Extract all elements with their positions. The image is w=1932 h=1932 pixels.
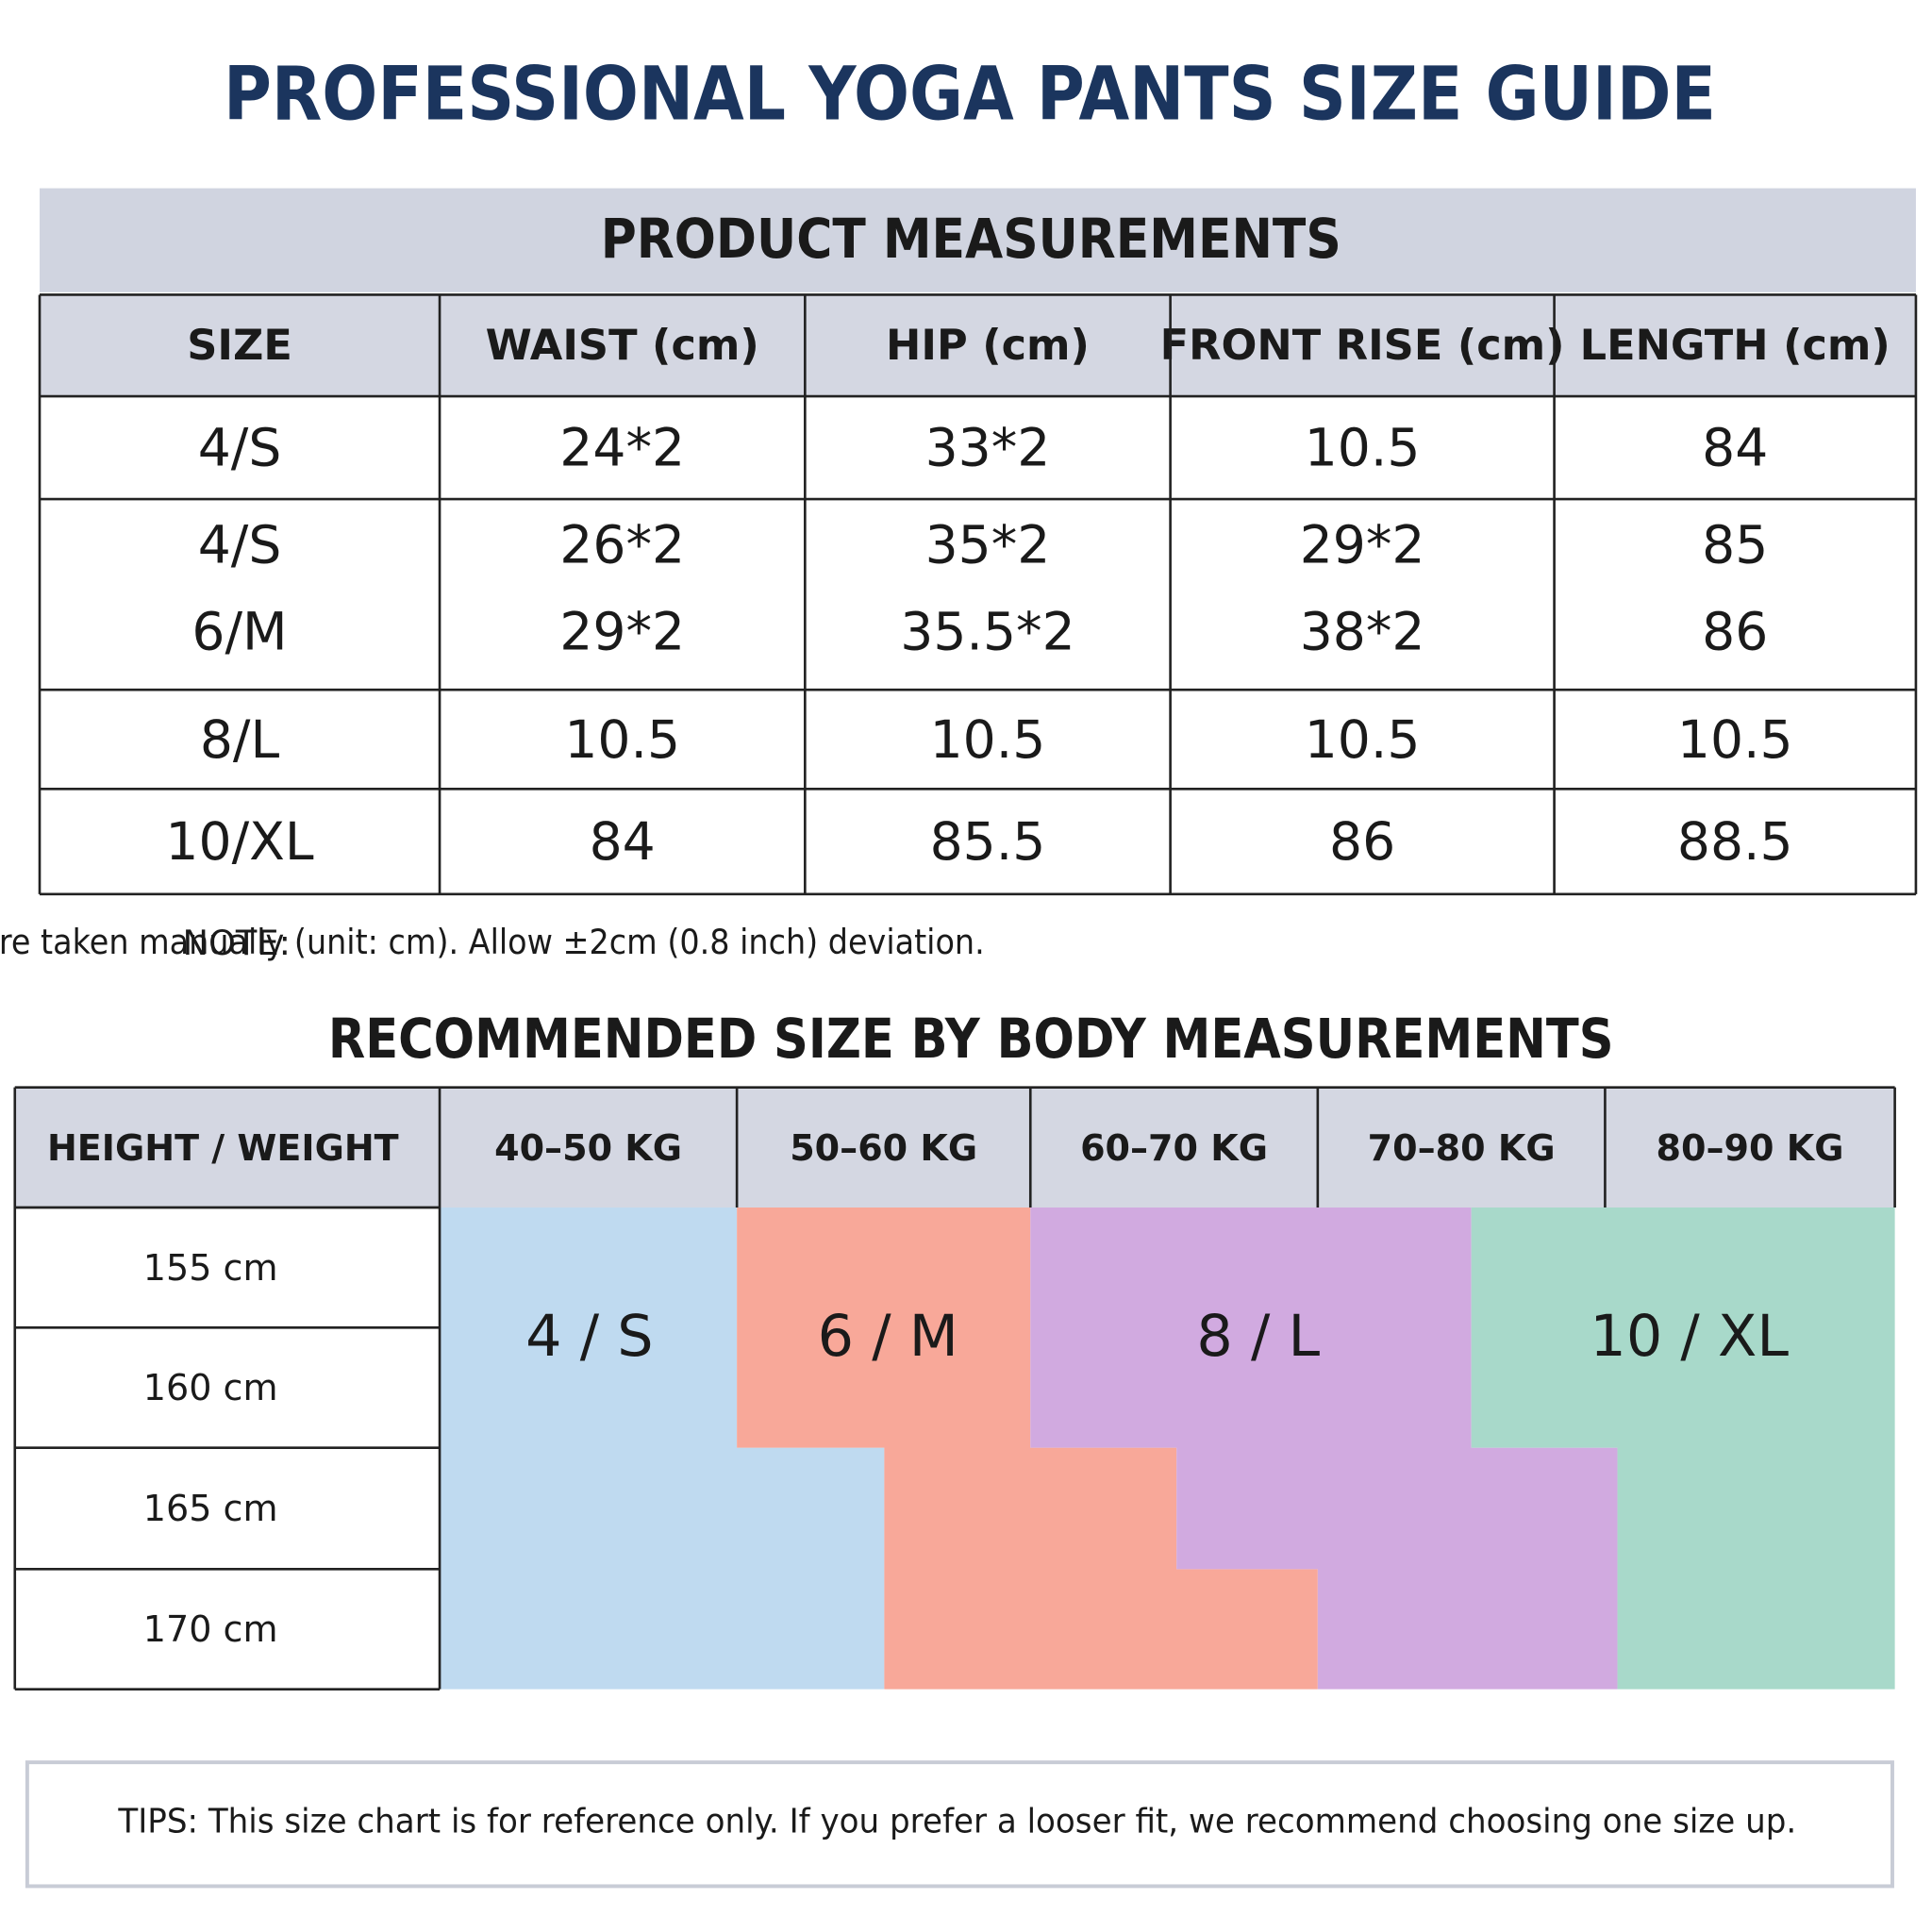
size-cell: 10/XL — [165, 812, 313, 873]
measurement-cell: 29*2 — [559, 603, 685, 663]
column-header: SIZE — [187, 321, 292, 370]
column-header: FRONT RISE (cm) — [1160, 321, 1565, 370]
size-cell: 8/L — [200, 710, 280, 771]
tips-text: TIPS: This size chart is for reference o… — [117, 1802, 1796, 1840]
size-region — [737, 1208, 1318, 1690]
height-label: 170 cm — [143, 1608, 278, 1650]
header-row — [40, 294, 1916, 397]
measurement-cell: 35.5*2 — [900, 603, 1074, 663]
grid-header — [14, 1087, 1895, 1208]
tips-box — [25, 1760, 1894, 1889]
measurement-cell: 29*2 — [1300, 516, 1425, 576]
weight-header: 40–50 KG — [494, 1127, 682, 1169]
measurement-cell: 85.5 — [930, 812, 1046, 873]
size-cell: 4/S — [198, 516, 282, 576]
measurement-cell: 38*2 — [1300, 603, 1425, 663]
measurement-cell: 26*2 — [559, 516, 685, 576]
size-cell: 4/S — [198, 419, 282, 479]
measurement-cell: 35*2 — [925, 516, 1051, 576]
table-title: PRODUCT MEASUREMENTS — [601, 207, 1341, 271]
size-cell: 6/M — [192, 603, 287, 663]
measurement-cell: 10.5 — [1305, 710, 1421, 771]
height-label: 155 cm — [143, 1247, 278, 1289]
measurement-cell: 10.5 — [1305, 419, 1421, 479]
corner-label: HEIGHT / WEIGHT — [47, 1127, 399, 1169]
measurement-cell: 86 — [1702, 603, 1768, 663]
measurement-cell: 86 — [1329, 812, 1395, 873]
weight-header: 70–80 KG — [1368, 1127, 1556, 1169]
measurement-cell: 85 — [1702, 516, 1768, 576]
size-region — [1030, 1208, 1618, 1690]
size-region-label: 8 / L — [1196, 1304, 1320, 1370]
height-label: 160 cm — [143, 1367, 278, 1408]
measurement-cell: 88.5 — [1677, 812, 1793, 873]
size-region — [440, 1208, 885, 1690]
height-label: 165 cm — [143, 1488, 278, 1529]
measurement-cell: 10.5 — [564, 710, 680, 771]
column-header: HIP (cm) — [886, 321, 1090, 370]
column-header: LENGTH (cm) — [1580, 321, 1890, 370]
column-header: WAIST (cm) — [486, 321, 759, 370]
table-title-band — [40, 188, 1916, 292]
weight-header: 60–70 KG — [1080, 1127, 1268, 1169]
note-text: All measurements are taken manually (uni… — [0, 922, 985, 962]
weight-header: 50–60 KG — [790, 1127, 977, 1169]
size-region-label: 10 / XL — [1590, 1304, 1789, 1370]
section-title: RECOMMENDED SIZE BY BODY MEASUREMENTS — [328, 1007, 1614, 1071]
note-label: NOTE: — [183, 923, 291, 963]
weight-header: 80–90 KG — [1657, 1127, 1844, 1169]
size-region-label: 6 / M — [818, 1304, 958, 1370]
measurement-cell: 24*2 — [559, 419, 685, 479]
measurement-cell: 10.5 — [1677, 710, 1793, 771]
measurement-cell: 10.5 — [930, 710, 1046, 771]
measurement-cell: 33*2 — [925, 419, 1051, 479]
size-region — [1471, 1208, 1895, 1690]
size-region-label: 4 / S — [525, 1304, 653, 1370]
page-title: PROFESSIONAL YOGA PANTS SIZE GUIDE — [224, 50, 1716, 137]
measurement-cell: 84 — [1702, 419, 1768, 479]
measurement-cell: 84 — [590, 812, 656, 873]
